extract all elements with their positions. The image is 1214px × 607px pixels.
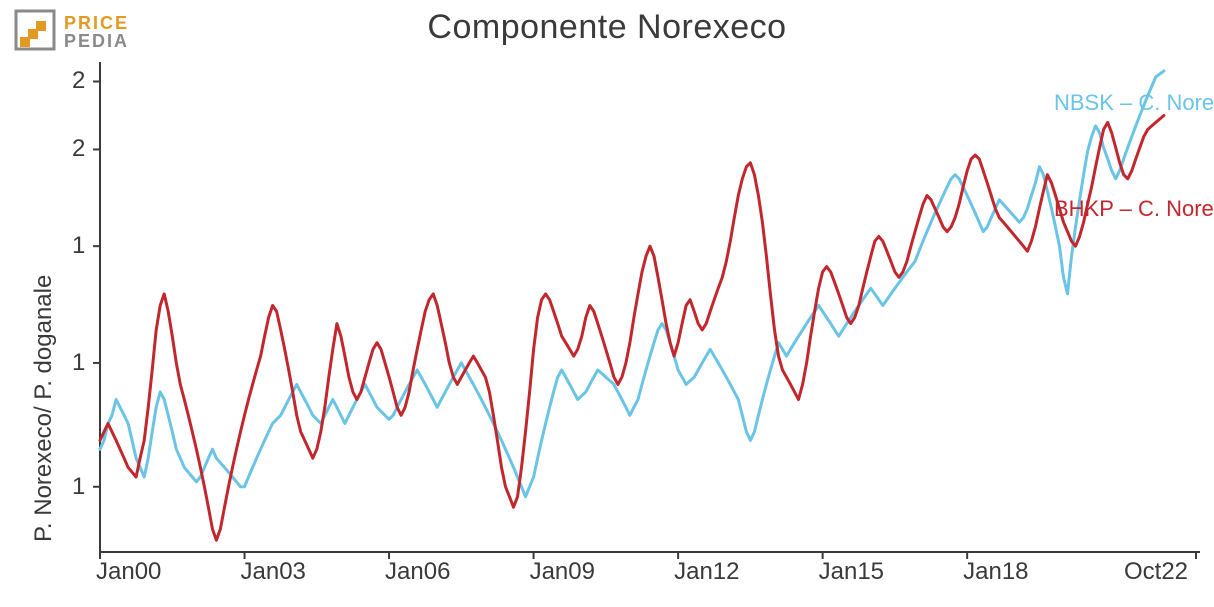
y-tick-label: 2 [72,135,85,163]
x-tick-label: Jan03 [241,558,306,586]
x-tick-label: Jan15 [819,558,884,586]
y-tick-label: 1 [72,473,85,501]
y-tick-label: 1 [72,232,85,260]
x-tick-label: Jan18 [963,558,1028,586]
x-tick-label: Jan09 [530,558,595,586]
x-tick-label: Jan06 [385,558,450,586]
x-tick-label: Jan12 [674,558,739,586]
chart-container: PRICE PEDIA Componente Norexeco P. Norex… [0,0,1214,607]
y-tick-label: 2 [72,67,85,95]
x-tick-label: Oct22 [1124,558,1188,586]
y-tick-label: 1 [72,349,85,377]
plot-area [0,0,1214,607]
series-label: NBSK – C. Norex. [1054,90,1214,116]
series-label: BHKP – C. Norex. [1054,196,1214,222]
x-tick-label: Jan00 [96,558,161,586]
y-axis-label: P. Norexeco/ P. doganale [30,275,58,542]
